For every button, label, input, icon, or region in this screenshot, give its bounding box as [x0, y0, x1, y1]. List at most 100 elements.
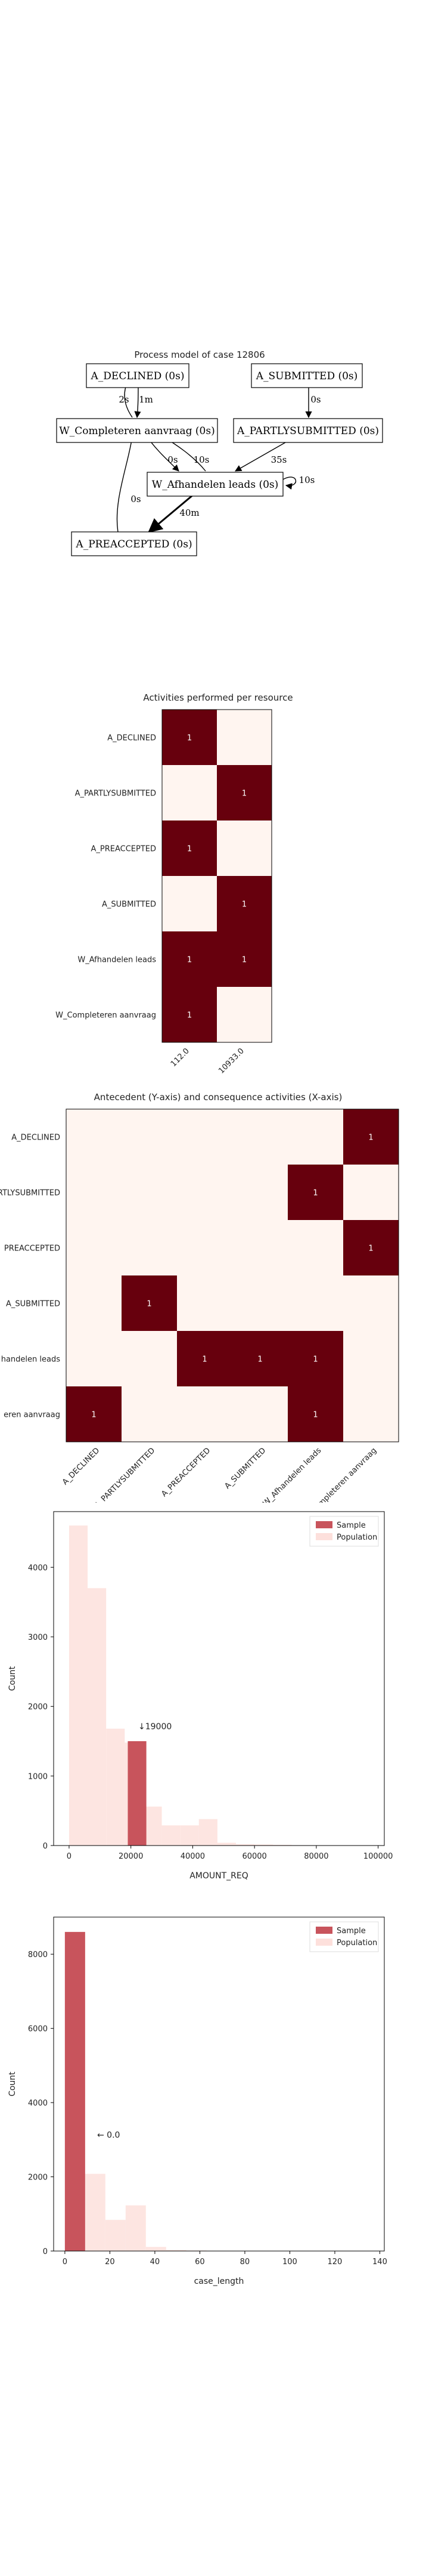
- hm2-frame: [66, 1109, 399, 1442]
- hm2-row-label: A_SUBMITTED: [6, 1300, 60, 1309]
- hm1-title: Activities performed per resource: [143, 692, 293, 703]
- y-tick-label: 4000: [28, 2099, 48, 2108]
- edge-label-2s: 2s: [119, 394, 129, 405]
- hm1-row-label: A_PREACCEPTED: [91, 845, 156, 854]
- hm1-cells: 1 1 1 1 1 1 1: [161, 709, 272, 1043]
- svg-text:A_SUBMITTED (0s): A_SUBMITTED (0s): [256, 370, 358, 382]
- hm2-cell: [343, 1275, 399, 1331]
- hm1-row-label: A_SUBMITTED: [102, 900, 156, 909]
- hm1-row-label: A_DECLINED: [107, 734, 156, 743]
- hm2-cell-value: 1: [202, 1355, 207, 1364]
- hist1-bars: [69, 1525, 310, 1846]
- hm2-cells: 1 1 1 1 1 1 1 1 1: [66, 1109, 399, 1442]
- hm1-cell: [217, 821, 272, 876]
- hm2-cell: [343, 1109, 399, 1165]
- x-tick-label: 100000: [363, 1852, 393, 1861]
- legend-swatch-population: [316, 1939, 332, 1946]
- population-bar: [125, 2205, 146, 2251]
- y-axis-label: Count: [8, 1666, 17, 1691]
- y-tick-label: 2000: [28, 2174, 48, 2182]
- edge-label-0s-afh: 0s: [167, 454, 178, 465]
- hm2-cell: [288, 1165, 343, 1220]
- hm2-cell: [288, 1109, 343, 1165]
- antecedent-heatmap-chart: Antecedent (Y-axis) and consequence acti…: [0, 1092, 399, 1503]
- population-bar: [105, 2219, 126, 2251]
- legend-swatch-population: [316, 1533, 332, 1540]
- hm2-row-label: handelen leads: [1, 1355, 61, 1364]
- annotation-label: ← 0.0: [97, 2131, 120, 2140]
- hm1-cell-value: 1: [187, 734, 192, 743]
- hm2-cell: [232, 1331, 288, 1386]
- hm2-row-label: eren aanvraag: [4, 1411, 60, 1420]
- x-tick-label: 40000: [181, 1852, 205, 1861]
- hm2-cell: [343, 1165, 399, 1220]
- y-tick-label: 2000: [28, 1703, 48, 1712]
- hm2-cell: [232, 1220, 288, 1275]
- node-completeren: W_Completeren aanvraag (0s): [56, 418, 218, 443]
- hm2-cell: [122, 1109, 177, 1165]
- hm1-cell: [217, 765, 272, 821]
- hm1-frame: [161, 709, 272, 1043]
- svg-text:W_Afhandelen leads (0s): W_Afhandelen leads (0s): [152, 479, 279, 491]
- hm2-cell: [122, 1165, 177, 1220]
- x-tick-label: 20000: [119, 1852, 143, 1861]
- hm2-cell: [232, 1109, 288, 1165]
- y-tick-label: 1000: [28, 1772, 48, 1781]
- hm2-cell: [288, 1331, 343, 1386]
- hm2-cell: [177, 1109, 232, 1165]
- node-declined: A_DECLINED (0s): [86, 363, 189, 388]
- x-tick-label: 80: [240, 2258, 250, 2267]
- hm2-cell: [177, 1220, 232, 1275]
- hm1-row-label: W_Afhandelen leads: [77, 956, 156, 965]
- hm2-cell: [66, 1165, 122, 1220]
- hm1-row-label: W_Completeren aanvraag: [55, 1011, 156, 1020]
- population-bar: [166, 2250, 186, 2251]
- population-bar: [69, 1525, 88, 1846]
- edge-preaccepted-completeren: [116, 435, 135, 532]
- hm2-col-label: A_PREACCEPTED: [160, 1446, 212, 1498]
- annotation-label: ↓19000: [138, 1722, 172, 1732]
- hm1-cell: [162, 876, 217, 931]
- hm2-cell: [66, 1220, 122, 1275]
- hm2-cell: [66, 1275, 122, 1331]
- edge-afhandelen-self: [282, 476, 296, 490]
- legend-label-population: Population: [337, 1533, 377, 1542]
- process-nodes: A_DECLINED (0s) A_SUBMITTED (0s) W_Compl…: [56, 363, 383, 556]
- hm2-row-label: PREACCEPTED: [4, 1244, 60, 1253]
- hm2-col-label: A_DECLINED: [61, 1446, 101, 1487]
- legend: Sample Population: [309, 1516, 379, 1547]
- hm2-cell: [288, 1386, 343, 1442]
- y-tick-label: 0: [43, 2247, 48, 2256]
- hm1-cell: [217, 710, 272, 765]
- hm2-cell-value: 1: [313, 1355, 318, 1364]
- svg-text:A_DECLINED (0s): A_DECLINED (0s): [91, 370, 185, 382]
- hm2-cell: [343, 1386, 399, 1442]
- edge-label-0s-pre: 0s: [130, 494, 141, 504]
- hm2-cell-value: 1: [313, 1189, 318, 1198]
- x-tick-label: 40: [150, 2258, 160, 2267]
- hm2-row-labels: A_DECLINED RTLYSUBMITTED PREACCEPTED A_SUBM…: [0, 1134, 60, 1420]
- population-bar: [273, 1844, 292, 1846]
- legend-label-sample: Sample: [337, 1927, 366, 1936]
- node-preaccepted: A_PREACCEPTED (0s): [71, 531, 197, 556]
- svg-text:W_Completeren aanvraag (0s): W_Completeren aanvraag (0s): [59, 425, 214, 437]
- population-bar: [217, 1843, 237, 1846]
- population-bar: [145, 2247, 166, 2251]
- hm2-cell: [232, 1386, 288, 1442]
- x-tick-label: 0: [67, 1852, 72, 1861]
- legend-swatch-sample: [316, 1927, 332, 1934]
- svg-text:A_PREACCEPTED (0s): A_PREACCEPTED (0s): [75, 538, 192, 550]
- hm2-cell: [177, 1275, 232, 1331]
- hm2-cell: [66, 1386, 122, 1442]
- hm2-cell: [343, 1220, 399, 1275]
- hist2-bars: [64, 1931, 207, 2251]
- hm1-cell: [217, 987, 272, 1042]
- x-tick-label: 120: [328, 2258, 343, 2267]
- hm2-cell-value: 1: [147, 1300, 151, 1309]
- hm2-cell-value: 1: [91, 1411, 96, 1420]
- hm2-cell: [288, 1275, 343, 1331]
- hm2-cell: [177, 1331, 232, 1386]
- hm1-col-label: 112.0: [169, 1046, 191, 1069]
- node-afhandelen: W_Afhandelen leads (0s): [147, 472, 284, 497]
